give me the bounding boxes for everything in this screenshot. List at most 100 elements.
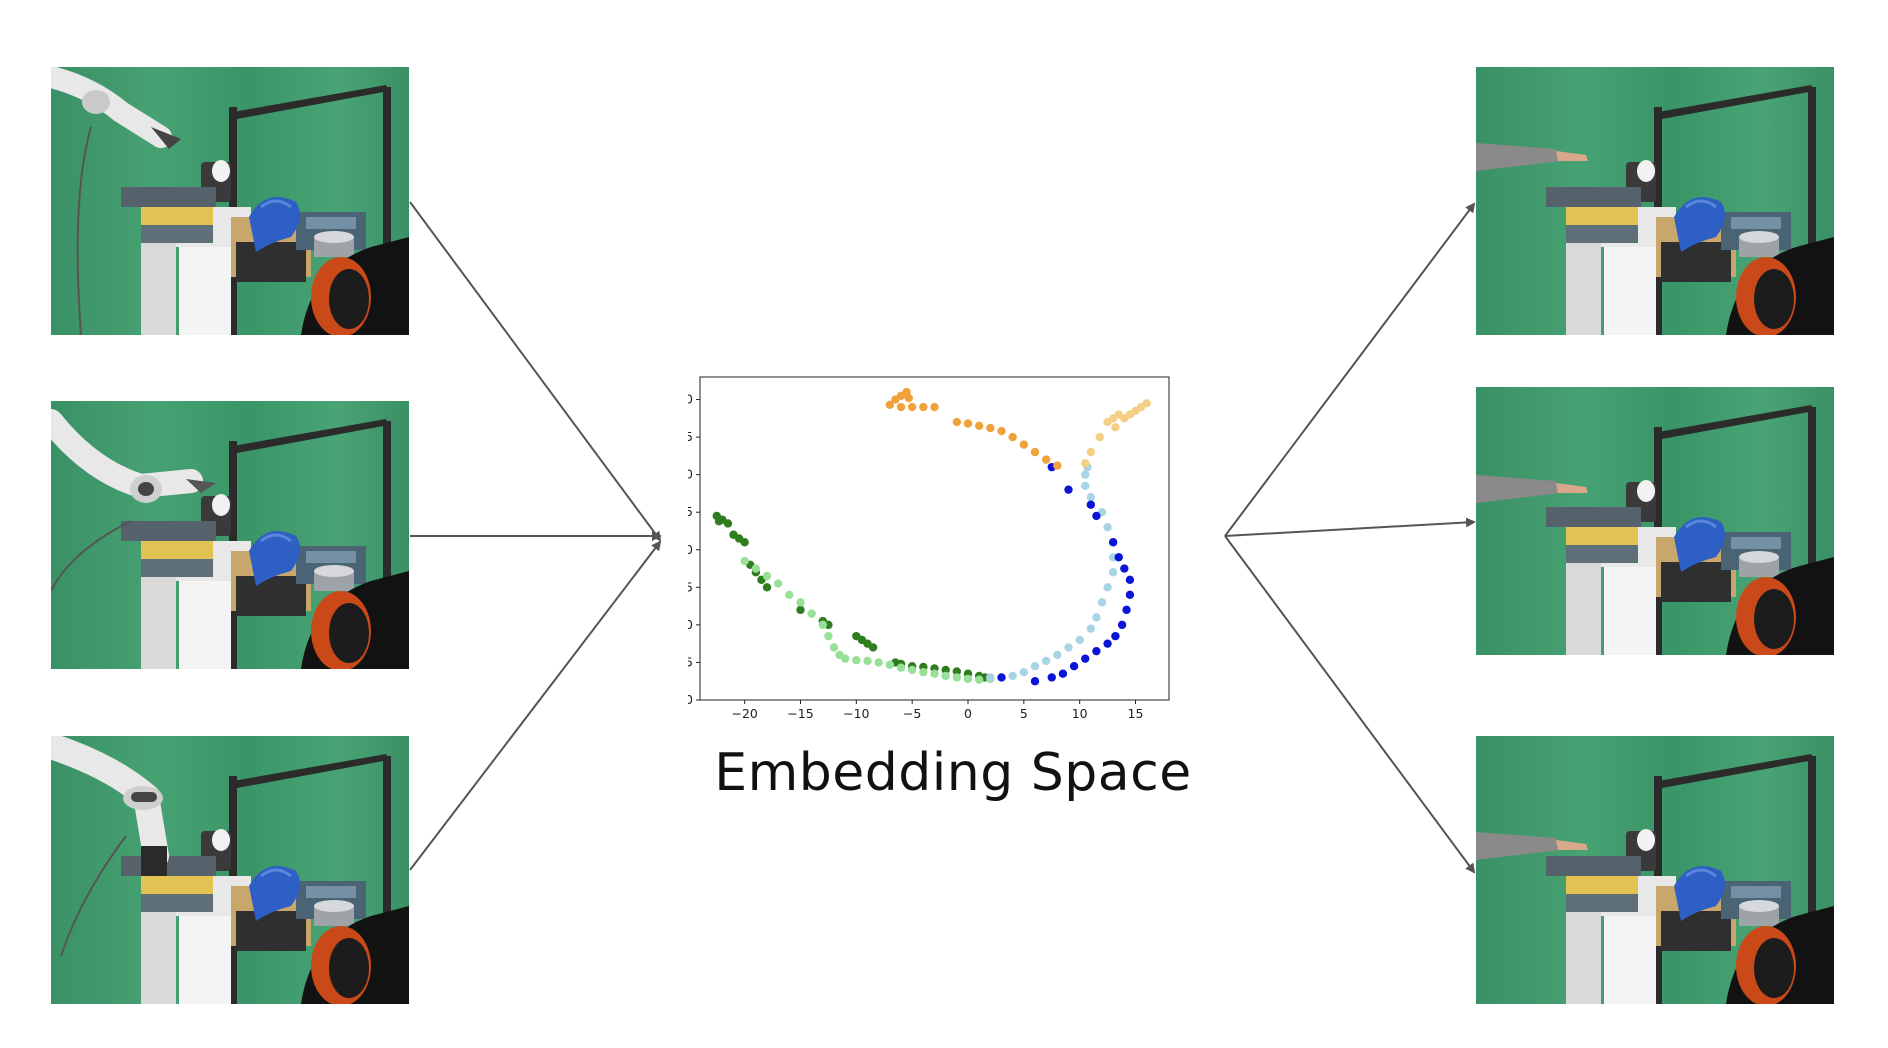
scatter-point <box>1081 481 1090 491</box>
scatter-point <box>1120 564 1129 573</box>
x-tick-label: −5 <box>903 706 921 721</box>
scatter-point <box>963 419 973 428</box>
scatter-point <box>1064 643 1073 652</box>
scatter-point <box>1086 500 1096 509</box>
scatter-point <box>807 609 816 618</box>
scatter-point <box>796 598 805 607</box>
y-tick-label: 15 <box>688 429 693 444</box>
scatter-point <box>863 656 872 666</box>
y-tick-label: 5 <box>688 504 693 519</box>
scatter-point <box>952 667 962 676</box>
scatter-point <box>974 675 984 684</box>
x-tick-label: 10 <box>1072 706 1088 721</box>
scatter-point <box>874 658 883 667</box>
arrow-robot-1 <box>409 201 662 542</box>
scatter-point <box>896 402 906 412</box>
embedding-scatter-plot: −20 −15 −10 −5 0 5 10 15 20 15 10 5 0 −5 −10 −15 −20 <box>667 370 1188 730</box>
scatter-point <box>1081 470 1090 479</box>
scatter-point <box>904 393 914 403</box>
scatter-point <box>1125 575 1135 585</box>
scatter-point <box>762 583 772 592</box>
scatter-point <box>1111 631 1120 641</box>
y-tick-label: −5 <box>688 579 693 594</box>
scatter-point <box>941 671 950 681</box>
scatter-point <box>919 402 928 412</box>
scatter-point <box>785 590 794 600</box>
human-demo-frame-1 <box>1476 67 1834 335</box>
y-tick-label: −15 <box>688 654 693 669</box>
plot-frame <box>699 376 1170 701</box>
embedding-space-caption: Embedding Space <box>714 743 1192 803</box>
scatter-point <box>907 665 917 675</box>
scatter-point <box>907 402 917 412</box>
scatter-point <box>952 673 962 682</box>
scatter-point <box>1111 423 1120 432</box>
scatter-point <box>796 605 805 615</box>
scatter-point <box>1030 661 1040 671</box>
scatter-point <box>714 517 724 526</box>
scatter-point <box>824 631 833 641</box>
scatter-point <box>1092 511 1101 521</box>
scatter-point <box>1008 671 1017 681</box>
scatter-point <box>986 423 995 433</box>
scatter-point <box>930 669 939 678</box>
scatter-point <box>952 417 962 427</box>
scatter-point <box>1069 661 1079 671</box>
scatter-point <box>1081 654 1090 663</box>
scatter-point <box>941 665 950 675</box>
scatter-point <box>1095 432 1104 442</box>
scatter-point <box>1086 447 1096 457</box>
scatter-point <box>896 663 906 672</box>
scatter-point <box>1008 432 1017 442</box>
scatter-point <box>840 654 850 663</box>
scatter-point <box>1030 677 1040 686</box>
y-tick-label: 20 <box>688 392 693 407</box>
x-tick-label: 15 <box>1128 706 1144 721</box>
scatter-point <box>1019 668 1029 677</box>
scatter-point <box>1053 461 1062 470</box>
scatter-point <box>723 519 733 528</box>
y-tick-label: −20 <box>688 692 693 707</box>
x-tick-label: 0 <box>964 706 972 721</box>
scatter-point <box>1041 455 1051 464</box>
scatter-point <box>751 564 761 573</box>
scatter-point <box>1103 523 1112 532</box>
scatter-point <box>1108 538 1118 547</box>
scatter-point <box>1053 650 1062 660</box>
scatter-point <box>1030 447 1040 457</box>
scatter-point <box>1047 673 1056 682</box>
scatter-point <box>852 655 861 665</box>
scatter-point <box>974 421 984 431</box>
y-tick-label: 0 <box>688 542 693 557</box>
scatter-point <box>1097 598 1107 607</box>
robot-demo-frame-3 <box>51 736 409 1004</box>
scatter-point <box>1019 440 1029 449</box>
scatter-point <box>1125 590 1135 600</box>
human-demo-frame-2 <box>1476 387 1834 655</box>
arrow-human-1 <box>1224 202 1476 537</box>
scatter-point <box>1092 646 1101 656</box>
scatter-point <box>1103 417 1112 427</box>
scatter-point <box>868 643 878 652</box>
scatter-point <box>885 660 895 669</box>
robot-demo-frame-1 <box>51 67 409 335</box>
scatter-point <box>986 673 995 682</box>
scatter-point <box>1142 399 1151 408</box>
scatter-point <box>1075 635 1084 645</box>
scatter-point <box>762 571 772 581</box>
arrow-robot-3 <box>409 540 662 871</box>
scatter-point <box>919 668 928 677</box>
x-tick-label: −20 <box>731 706 757 721</box>
x-tick-label: −15 <box>787 706 813 721</box>
scatter-point <box>1041 656 1051 666</box>
scatter-point <box>1086 624 1096 633</box>
scatter-point <box>773 579 783 588</box>
scatter-point <box>1122 605 1131 615</box>
scatter-point <box>1086 492 1096 502</box>
scatter-point <box>885 400 895 409</box>
scatter-point <box>997 673 1006 682</box>
scatter-point <box>1103 639 1112 648</box>
scatter-point <box>829 643 839 652</box>
scatter-point <box>930 402 939 412</box>
scatter-point <box>1117 620 1127 630</box>
